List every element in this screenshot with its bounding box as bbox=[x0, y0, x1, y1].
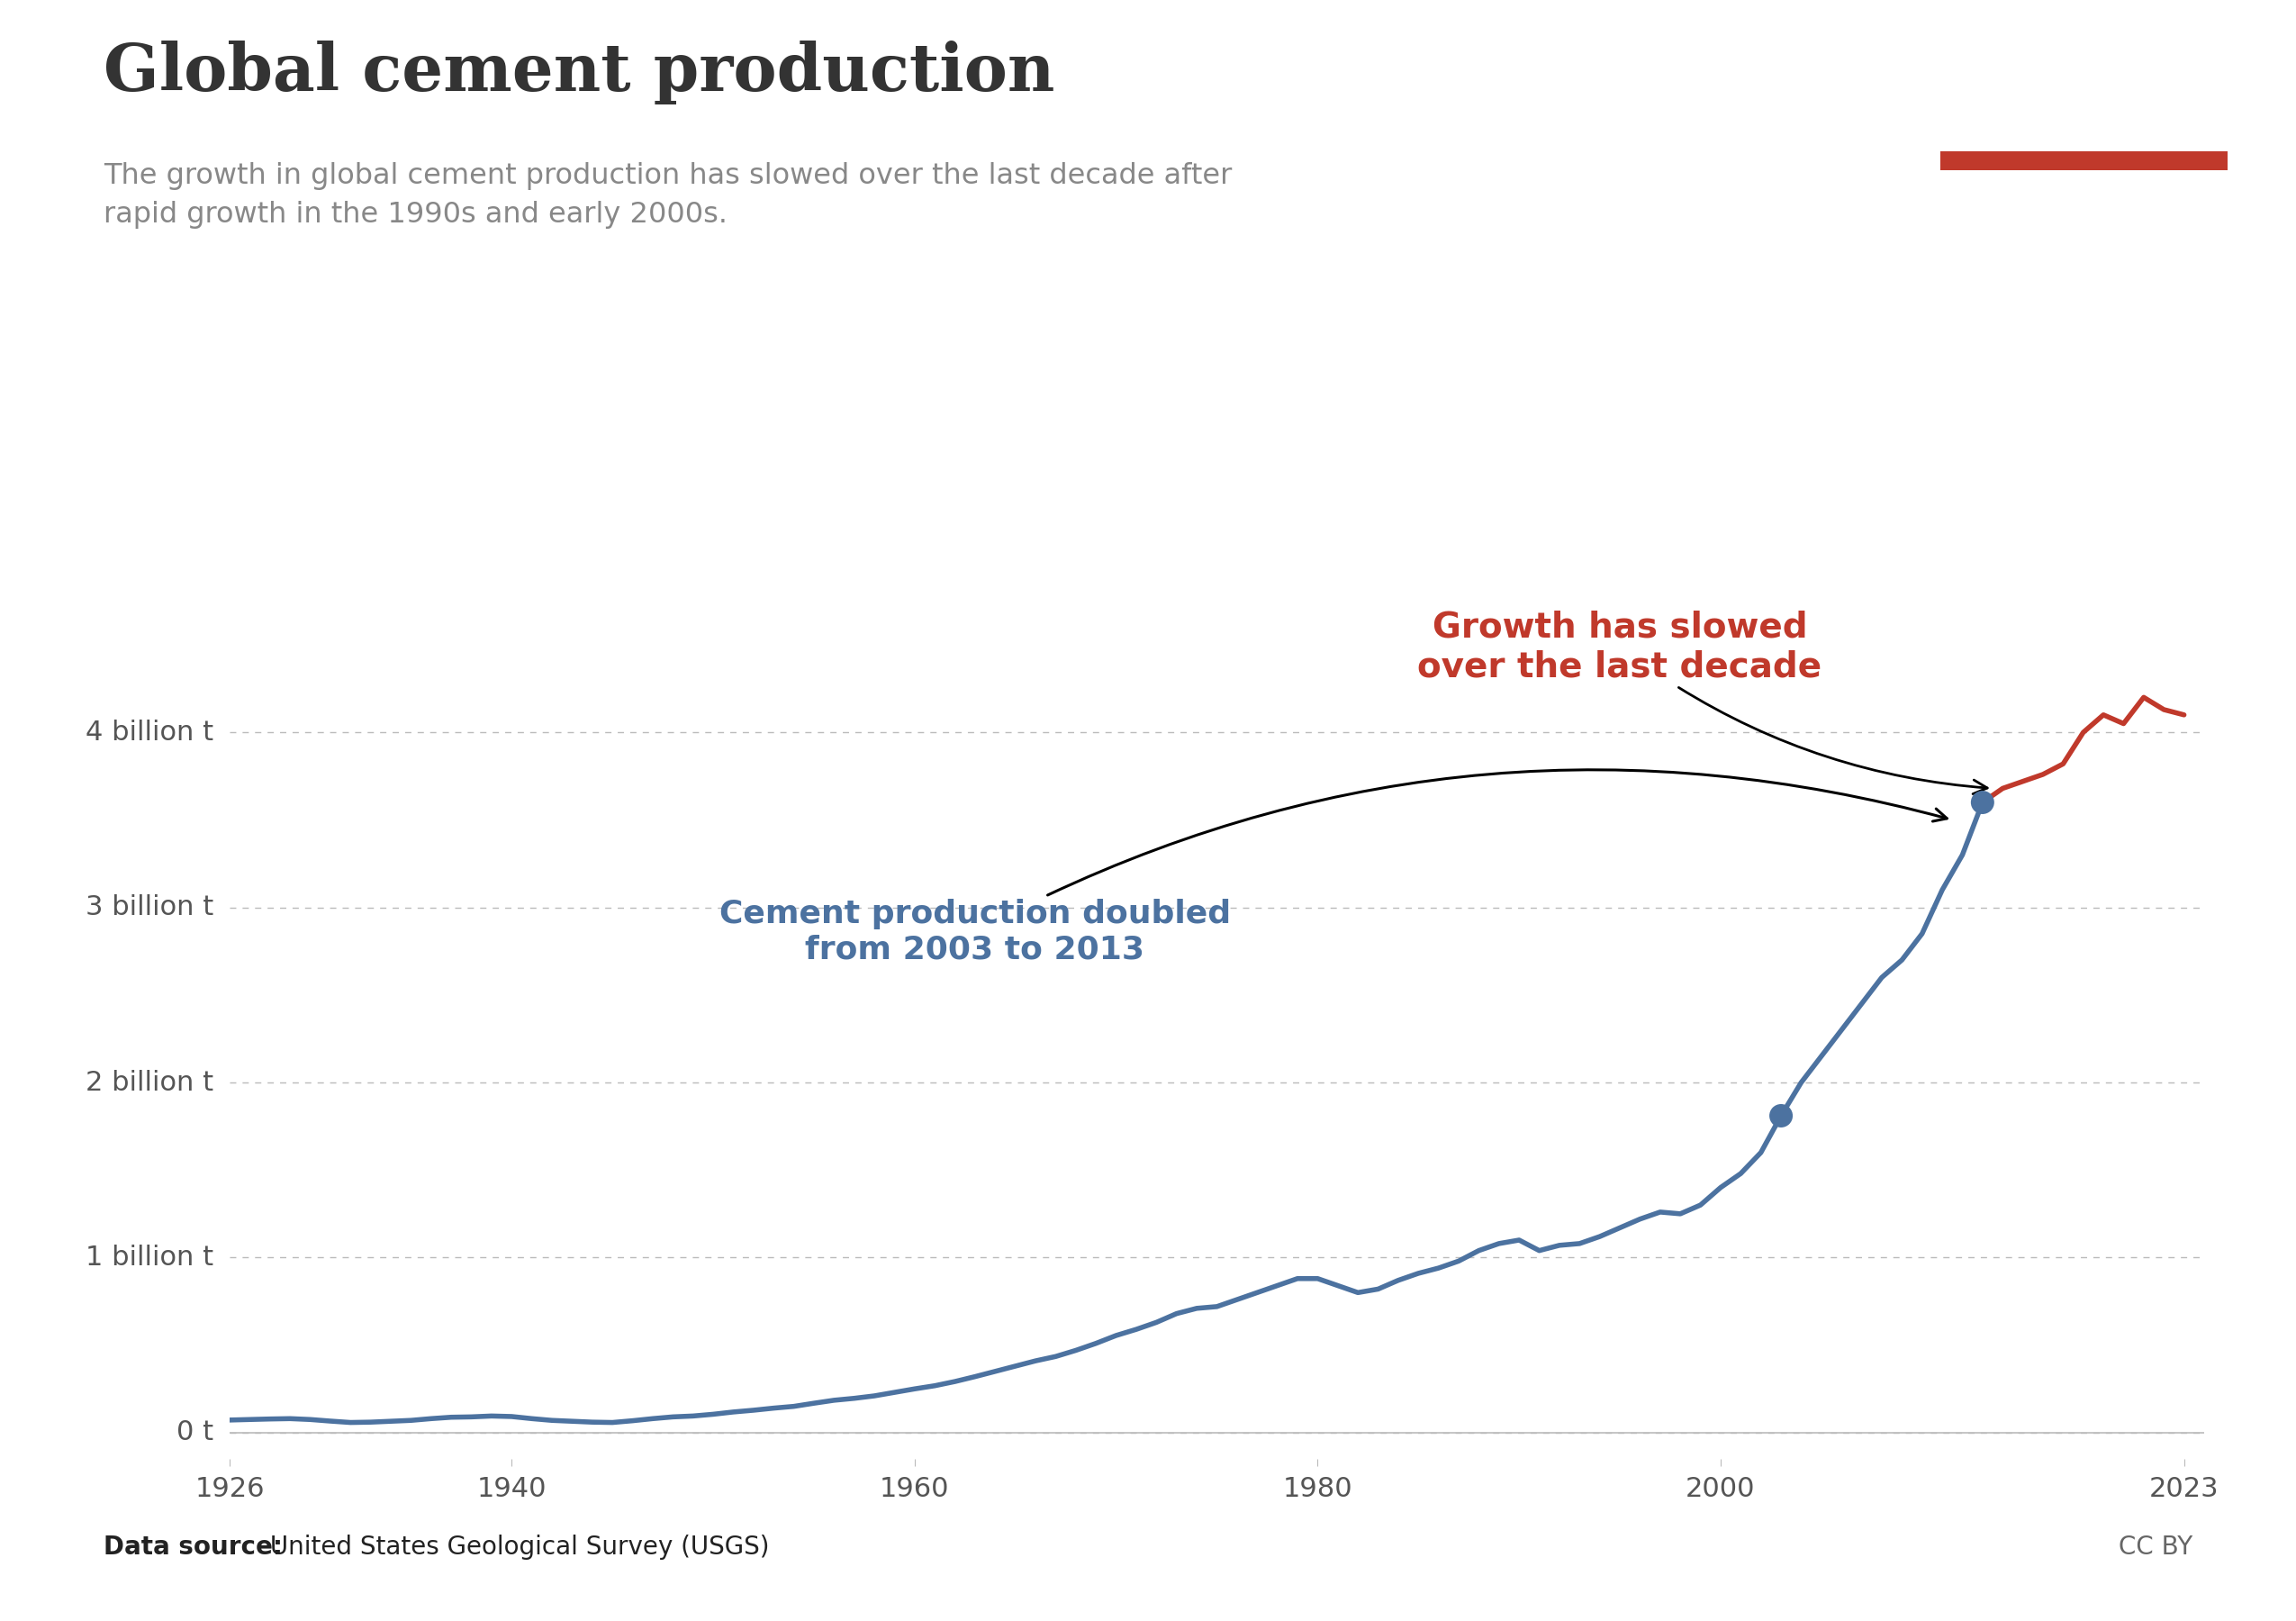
Text: Data source:: Data source: bbox=[103, 1533, 282, 1559]
Text: 4 billion t: 4 billion t bbox=[85, 720, 214, 746]
Point bbox=[1963, 789, 2000, 815]
Text: Global cement production: Global cement production bbox=[103, 41, 1054, 104]
Bar bbox=[1940, 151, 2227, 170]
Text: Growth has slowed
over the last decade: Growth has slowed over the last decade bbox=[1417, 609, 1988, 794]
Text: 3 billion t: 3 billion t bbox=[85, 895, 214, 921]
Text: CC BY: CC BY bbox=[2119, 1533, 2193, 1559]
Text: The growth in global cement production has slowed over the last decade after
rap: The growth in global cement production h… bbox=[103, 162, 1233, 229]
Text: in Data: in Data bbox=[2030, 113, 2138, 139]
Text: 1 billion t: 1 billion t bbox=[85, 1245, 214, 1271]
Text: 0 t: 0 t bbox=[177, 1420, 214, 1446]
Text: Cement production doubled
from 2003 to 2013: Cement production doubled from 2003 to 2… bbox=[719, 770, 1947, 964]
Text: Our World: Our World bbox=[2009, 66, 2158, 92]
Point bbox=[1763, 1102, 1800, 1128]
Text: 2 billion t: 2 billion t bbox=[85, 1070, 214, 1096]
Text: United States Geological Survey (USGS): United States Geological Survey (USGS) bbox=[262, 1533, 769, 1559]
